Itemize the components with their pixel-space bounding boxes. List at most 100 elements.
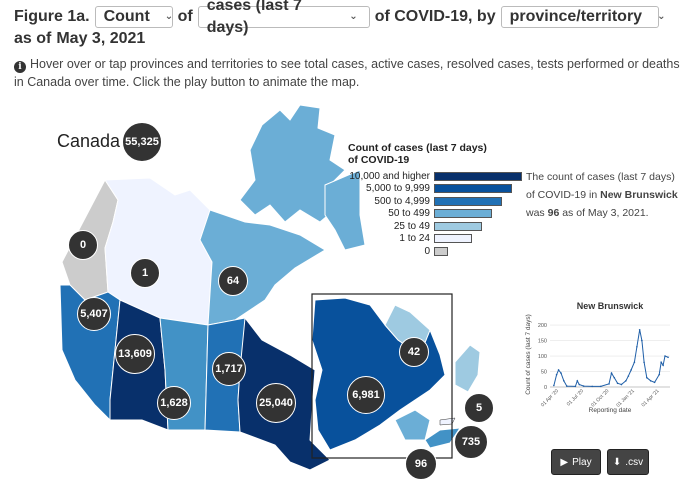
map-legend: Count of cases (last 7 days) of COVID-19…: [348, 142, 522, 258]
bubble-yukon[interactable]: 0: [68, 230, 98, 260]
figure-label: Figure 1a.: [14, 8, 90, 25]
legend-item: 500 to 4,999: [348, 195, 522, 207]
legend-item: 1 to 24: [348, 233, 522, 245]
of-covid-text: of COVID-19, by: [374, 8, 496, 25]
bubble-alberta[interactable]: 13,609: [115, 334, 155, 374]
y-tick-label: 200: [538, 323, 547, 329]
data-point: [576, 380, 579, 382]
y-axis-label: Count of cases (last 7 days): [525, 314, 532, 395]
description-region: New Brunswick: [600, 189, 678, 201]
legend-item: 0: [348, 245, 522, 257]
data-point: [664, 355, 666, 357]
play-icon: ▶: [560, 456, 569, 468]
play-button-label: Play: [572, 456, 592, 468]
legend-title-line1: Count of cases (last 7 days): [348, 142, 487, 154]
data-point: [653, 381, 656, 384]
data-point: [574, 385, 577, 388]
chevron-down-icon: ⌄: [349, 11, 358, 22]
data-point: [578, 383, 581, 386]
data-point: [610, 372, 613, 374]
date-text: May 3, 2021: [56, 30, 146, 47]
legend-item: 50 to 499: [348, 208, 522, 220]
legend-item: 10,000 and higher: [348, 170, 522, 182]
chart-title: New Brunswick: [577, 301, 645, 311]
legend-item-label: 50 to 499: [388, 208, 430, 219]
data-point: [599, 385, 602, 388]
legend-item-label: 1 to 24: [399, 233, 430, 244]
region-prince-edward-island[interactable]: [439, 417, 456, 426]
region-nunavut-islands[interactable]: [239, 104, 346, 223]
bubble-northwest-territories[interactable]: 1: [130, 258, 160, 288]
measure-select[interactable]: cases (last 7 days) ⌄: [197, 0, 370, 36]
data-point: [646, 376, 648, 379]
data-point: [658, 373, 661, 376]
region-nunavut-islands-east[interactable]: [324, 169, 366, 251]
data-point: [566, 385, 568, 387]
download-csv-button[interactable]: ⬇ .csv: [607, 449, 649, 475]
bubble-new-brunswick[interactable]: 96: [405, 448, 437, 480]
as-of-text: as of: [14, 30, 52, 47]
y-tick-label: 50: [541, 370, 547, 376]
region-newfoundland[interactable]: [454, 344, 481, 393]
x-axis-label: Reporting date: [589, 407, 632, 414]
legend-item-label: 5,000 to 9,999: [366, 183, 430, 194]
legend-swatch: [434, 184, 512, 193]
metric-select[interactable]: Count ⌄: [94, 6, 174, 28]
bubble-prince-edward-island[interactable]: 5: [464, 393, 494, 423]
legend-item-label: 25 to 49: [393, 220, 430, 232]
data-point: [649, 380, 652, 382]
geography-select-value: province/territory: [509, 8, 643, 25]
legend-title: Count of cases (last 7 days) of COVID-19: [348, 142, 522, 166]
region-nunavut[interactable]: [199, 209, 326, 326]
bubble-newfoundland-labrador[interactable]: 42: [399, 337, 429, 367]
region-new-brunswick[interactable]: [394, 409, 431, 441]
legend-swatch: [434, 221, 482, 231]
y-tick-label: 150: [538, 339, 547, 345]
trend-chart[interactable]: New Brunswick 0 50 100 150 200 01 Apr '20 01 Ju…: [520, 292, 680, 422]
legend-swatch: [434, 196, 502, 206]
legend-swatch: [434, 246, 448, 256]
series-line: [553, 329, 669, 387]
legend-item-label: 10,000 and higher: [349, 170, 430, 182]
data-point: [620, 383, 623, 386]
of-text: of: [177, 8, 193, 25]
instruction-text: Hover over or tap provinces and territor…: [14, 57, 680, 89]
x-tick-label: 01 Jul '20: [566, 388, 585, 407]
bubble-nunavut[interactable]: 64: [218, 266, 248, 296]
data-point: [625, 380, 627, 382]
figure-header: Figure 1a. Count ⌄ of cases (last 7 days…: [14, 0, 694, 91]
data-point: [627, 375, 630, 377]
data-point: [591, 385, 594, 388]
legend-swatch: [434, 234, 472, 243]
bubble-manitoba[interactable]: 1,717: [212, 352, 246, 386]
x-tick-label: 01 Apr '20: [540, 388, 560, 408]
bubble-quebec[interactable]: 6,981: [347, 376, 385, 414]
download-csv-label: .csv: [625, 456, 644, 468]
instruction-note: i Hover over or tap provinces and territo…: [14, 55, 684, 91]
bubble-nova-scotia[interactable]: 735: [454, 425, 488, 459]
legend-item-label: 500 to 4,999: [374, 195, 430, 207]
bubble-british-columbia[interactable]: 5,407: [77, 297, 111, 331]
canada-label: Canada: [57, 131, 121, 151]
data-point: [608, 383, 610, 385]
data-point: [562, 380, 565, 382]
data-point: [616, 382, 619, 385]
chevron-down-icon: ⌄: [657, 11, 666, 22]
data-point: [555, 373, 558, 376]
data-point: [560, 372, 562, 374]
description-text-after: as of May 3, 2021.: [562, 207, 649, 219]
play-button[interactable]: ▶ Play: [551, 449, 601, 475]
chevron-down-icon: ⌄: [164, 11, 174, 22]
bubble-canada[interactable]: 55,325: [122, 122, 162, 162]
data-point: [660, 361, 662, 364]
data-point: [638, 328, 641, 331]
download-icon: ⬇: [612, 456, 622, 468]
bubble-ontario[interactable]: 25,040: [256, 383, 296, 423]
region-description: The count of cases (last 7 days) of COVI…: [526, 168, 686, 222]
geography-select[interactable]: province/territory ⌄: [500, 6, 665, 28]
y-tick-label: 100: [538, 354, 547, 360]
bubble-saskatchewan[interactable]: 1,628: [157, 386, 191, 420]
x-tick-label: 01 Oct '20: [590, 388, 610, 408]
measure-select-value: cases (last 7 days): [206, 0, 302, 36]
data-point: [553, 384, 555, 387]
